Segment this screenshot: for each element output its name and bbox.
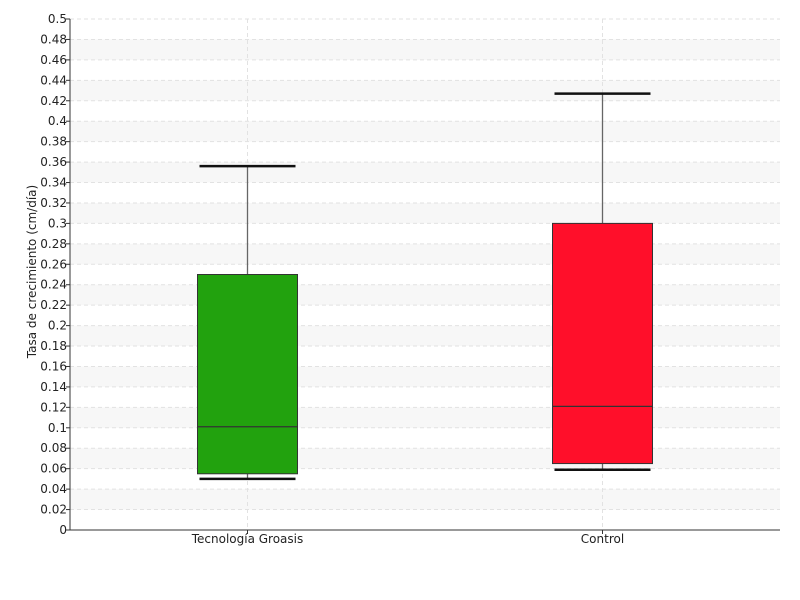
x-axis-ticks: Tecnología Groasis Control: [191, 530, 624, 546]
y-tick-label: 0.04: [40, 482, 67, 496]
grid-band: [70, 202, 780, 224]
grid-band: [70, 325, 780, 347]
grid-band: [70, 407, 780, 428]
grid-band: [70, 366, 780, 387]
y-axis-title: Tasa de crecimiento (cm/día): [25, 185, 39, 359]
y-axis-ticks: 0 0.02 0.04 0.06 0.08 0.1 0.12 0.14 0.16 0.18 0.2 0…: [40, 12, 70, 537]
y-tick-label: 0.44: [40, 73, 67, 87]
box-1: [552, 92, 653, 471]
y-tick-label: 0.22: [40, 298, 67, 312]
x-tick-label: Control: [581, 532, 624, 546]
y-tick-label: 0.18: [40, 339, 67, 353]
grid-band: [70, 284, 780, 306]
y-tick-label: 0.1: [48, 421, 67, 435]
y-tick-label: 0.4: [48, 114, 67, 128]
horizontal-gridlines: [70, 18, 780, 511]
y-tick-label: 0.3: [48, 216, 67, 230]
y-tick-label: 0.02: [40, 503, 67, 517]
grid-bands: [70, 39, 780, 510]
grid-band: [70, 162, 780, 183]
y-tick-label: 0.14: [40, 380, 67, 394]
iqr-box: [552, 222, 653, 465]
y-tick-label: 0.48: [40, 32, 67, 46]
iqr-box: [197, 274, 298, 475]
grid-band: [70, 489, 780, 510]
grid-band: [70, 39, 780, 60]
y-tick-label: 0: [59, 523, 67, 537]
y-tick-label: 0.24: [40, 278, 67, 292]
y-tick-label: 0.36: [40, 155, 67, 169]
grid-band: [70, 121, 780, 142]
y-tick-label: 0.42: [40, 94, 67, 108]
y-tick-label: 0.46: [40, 53, 67, 67]
grid-band: [70, 80, 780, 101]
y-tick-label: 0.16: [40, 359, 67, 373]
x-tick-label: Tecnología Groasis: [191, 532, 304, 546]
y-tick-label: 0.38: [40, 135, 67, 149]
y-tick-label: 0.32: [40, 196, 67, 210]
y-tick-label: 0.06: [40, 462, 67, 476]
box-0: [197, 164, 298, 481]
y-tick-label: 0.08: [40, 441, 67, 455]
box-series: [197, 92, 653, 481]
grid-band: [70, 243, 780, 265]
y-tick-label: 0.5: [48, 12, 67, 26]
y-tick-label: 0.28: [40, 237, 67, 251]
y-tick-label: 0.2: [48, 319, 67, 333]
y-tick-label: 0.12: [40, 400, 67, 414]
y-tick-label: 0.26: [40, 257, 67, 271]
y-tick-label: 0.34: [40, 176, 67, 190]
grid-band: [70, 448, 780, 469]
